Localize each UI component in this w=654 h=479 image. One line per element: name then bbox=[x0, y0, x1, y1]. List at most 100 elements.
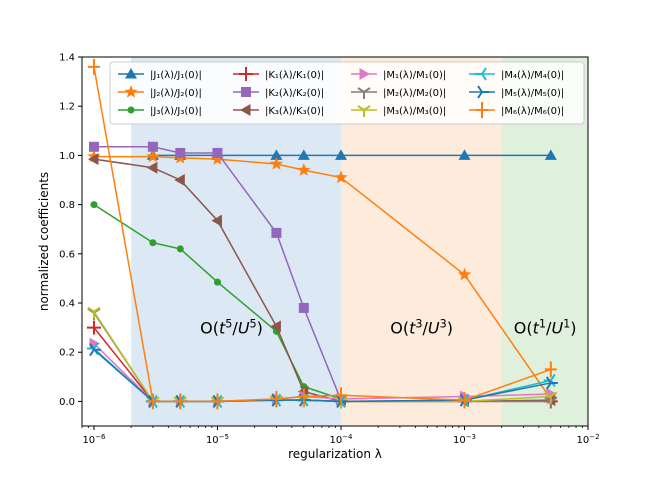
legend-entry-2: |J₂(λ)/J₂(0)| bbox=[118, 85, 202, 99]
legend-label: |J₂(λ)/J₂(0)| bbox=[150, 88, 202, 99]
data-point bbox=[458, 392, 471, 409]
legend-entry-6: |K₃(λ)/K₃(0)| bbox=[233, 104, 324, 117]
legend-marker bbox=[357, 87, 371, 99]
region-label-2: O(t1/U1) bbox=[514, 317, 577, 338]
legend-label: |M₆(λ)/M₆(0)| bbox=[501, 106, 564, 117]
data-point bbox=[544, 361, 557, 378]
legend-entry-9: |M₃(λ)/M₃(0)| bbox=[351, 105, 446, 117]
y-tick-label: 0.4 bbox=[59, 299, 75, 310]
y-tick-label: 1.2 bbox=[59, 102, 75, 113]
data-point bbox=[457, 267, 472, 281]
x-tick-label: 10−4 bbox=[329, 433, 353, 446]
series-12 bbox=[87, 58, 557, 410]
data-point bbox=[297, 388, 310, 405]
data-point bbox=[210, 152, 225, 165]
data-point bbox=[88, 141, 99, 152]
data-point bbox=[90, 201, 98, 209]
x-tick-label: 10−5 bbox=[206, 433, 229, 446]
data-point bbox=[545, 376, 558, 390]
legend-label: |K₁(λ)/K₁(0)| bbox=[265, 70, 324, 81]
data-point bbox=[270, 390, 283, 407]
data-point bbox=[334, 170, 348, 184]
data-point bbox=[270, 149, 283, 160]
x-tick-label: 10−3 bbox=[453, 433, 476, 446]
data-point bbox=[146, 149, 160, 163]
legend-entry-1: |J₁(λ)/J₁(0)| bbox=[118, 68, 202, 81]
legend-entry-8: |M₂(λ)/M₂(0)| bbox=[351, 87, 446, 99]
legend-marker bbox=[359, 68, 370, 80]
data-point bbox=[271, 227, 282, 238]
legend-label: |M₅(λ)/M₅(0)| bbox=[501, 88, 564, 99]
y-tick-label: 0.8 bbox=[59, 200, 75, 211]
legend-marker bbox=[124, 85, 138, 98]
legend-entry-3: |J₃(λ)/J₃(0)| bbox=[118, 106, 202, 117]
region-label-0: O(t5/U5) bbox=[200, 317, 263, 338]
data-point bbox=[334, 387, 347, 404]
legend-label: |K₃(λ)/K₃(0)| bbox=[265, 106, 324, 117]
legend-entry-12: |M₆(λ)/M₆(0)| bbox=[469, 102, 564, 118]
x-tick-label: 10−6 bbox=[82, 433, 106, 446]
legend-entry-10: |M₄(λ)/M₄(0)| bbox=[469, 67, 564, 81]
legend-label: |M₃(λ)/M₃(0)| bbox=[383, 106, 446, 117]
data-point bbox=[175, 147, 186, 158]
legend-entry-7: |M₁(λ)/M₁(0)| bbox=[351, 68, 446, 81]
legend-label: |J₃(λ)/J₃(0)| bbox=[150, 106, 202, 117]
legend-marker bbox=[127, 106, 135, 114]
data-point bbox=[297, 163, 311, 176]
data-point bbox=[544, 391, 558, 404]
data-point bbox=[298, 302, 309, 313]
legend-label: |J₁(λ)/J₁(0)| bbox=[150, 70, 202, 81]
data-point bbox=[146, 161, 158, 174]
legend-entry-11: |M₅(λ)/M₅(0)| bbox=[469, 85, 564, 99]
legend-label: |M₁(λ)/M₁(0)| bbox=[383, 70, 446, 81]
legend-marker bbox=[239, 67, 253, 81]
legend-entry-5: |K₂(λ)/K₂(0)| bbox=[233, 87, 324, 99]
legend-label: |M₄(λ)/M₄(0)| bbox=[501, 70, 564, 81]
data-point bbox=[87, 153, 99, 166]
region-labels: O(t5/U5) O(t3/U3) O(t1/U1) bbox=[200, 317, 576, 338]
series-layer bbox=[86, 58, 558, 410]
y-tick-label: 0.6 bbox=[59, 249, 75, 260]
legend-label: |K₂(λ)/K₂(0)| bbox=[265, 88, 324, 99]
data-point bbox=[146, 393, 159, 410]
y-tick-label: 1.0 bbox=[59, 151, 75, 162]
data-point bbox=[87, 58, 100, 75]
x-tick-label: 10−2 bbox=[576, 433, 599, 446]
data-point bbox=[544, 149, 557, 160]
legend: |J₁(λ)/J₁(0)| |J₂(λ)/J₂(0)| |J₃(λ)/J₃(0)| |… bbox=[109, 61, 585, 125]
data-point bbox=[211, 393, 224, 410]
data-point bbox=[297, 149, 310, 160]
data-point bbox=[213, 278, 221, 286]
y-tick-label: 0.2 bbox=[59, 348, 75, 359]
legend-label: |M₂(λ)/M₂(0)| bbox=[383, 88, 446, 99]
data-point bbox=[147, 141, 158, 152]
data-point bbox=[212, 147, 223, 158]
data-point bbox=[87, 306, 101, 319]
data-point bbox=[458, 149, 471, 160]
data-point bbox=[211, 214, 222, 227]
region-label-1: O(t3/U3) bbox=[390, 317, 453, 338]
axes: 10−6 10−5 10−4 10−3 10−2 0.0 0.2 0.4 0.6 0.8 1.0 1.… bbox=[59, 53, 599, 447]
data-point bbox=[270, 320, 281, 333]
data-point bbox=[334, 149, 347, 160]
y-tick-label: 1.4 bbox=[59, 53, 75, 64]
legend-marker bbox=[240, 104, 251, 116]
legend-marker bbox=[477, 85, 489, 99]
y-axis-label: normalized coefficients bbox=[37, 172, 51, 311]
data-point bbox=[86, 320, 101, 335]
legend-box bbox=[109, 61, 585, 125]
data-point bbox=[174, 393, 187, 410]
data-point bbox=[269, 157, 284, 170]
data-point bbox=[174, 174, 185, 186]
legend-marker bbox=[475, 67, 487, 81]
y-tick-label: 0.0 bbox=[59, 397, 75, 408]
data-point bbox=[149, 239, 157, 247]
data-point bbox=[89, 343, 101, 357]
legend-marker bbox=[357, 105, 371, 117]
legend-marker bbox=[125, 68, 137, 79]
legend-marker bbox=[241, 87, 251, 97]
x-axis-label: regularization λ bbox=[288, 447, 382, 461]
legend-marker bbox=[476, 102, 488, 118]
legend-entry-4: |K₁(λ)/K₁(0)| bbox=[233, 67, 324, 81]
